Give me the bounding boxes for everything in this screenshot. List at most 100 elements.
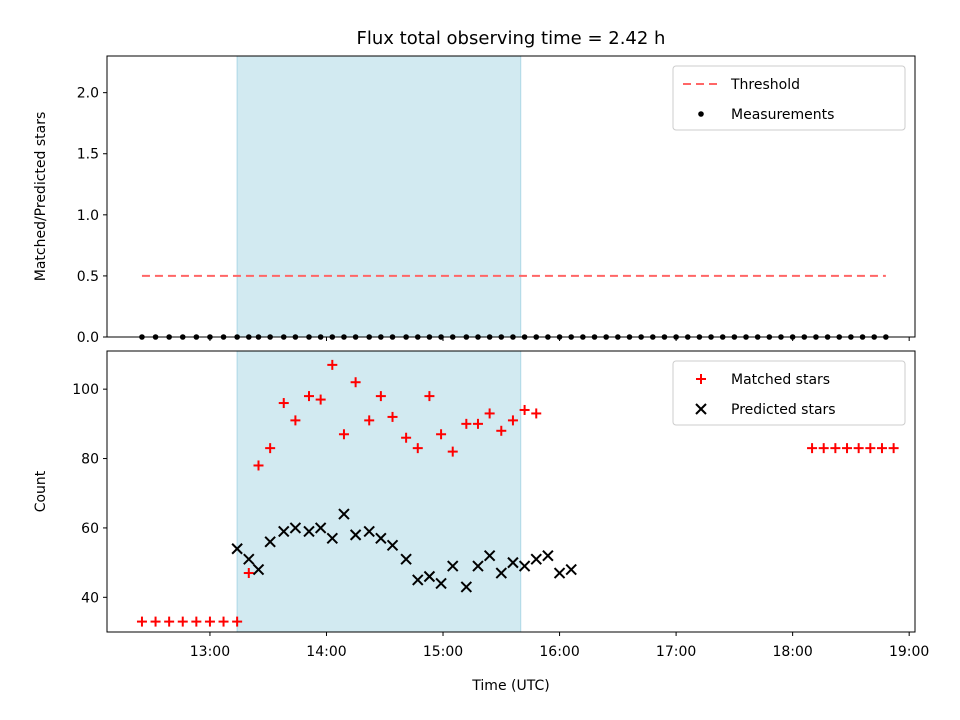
data-point: [518, 560, 531, 572]
legend-swatch: [698, 111, 704, 117]
data-point: [243, 553, 255, 565]
data-point: [264, 536, 276, 548]
y-axis-label: Count: [33, 470, 49, 512]
data-point: [412, 574, 424, 586]
data-point-b: [363, 525, 375, 538]
data-point: [519, 404, 530, 415]
y-tick-label: 100: [72, 382, 99, 398]
data-point: [496, 425, 507, 436]
x-tick-label: 16:00: [539, 644, 579, 660]
data-point-b: [483, 549, 496, 562]
data-point: [204, 616, 215, 627]
data-point-b: [386, 539, 399, 551]
x-tick-label: 14:00: [306, 644, 346, 660]
data-point: [400, 553, 412, 565]
data-point: [565, 563, 577, 576]
data-point: [461, 418, 472, 429]
y-tick-label: 80: [81, 452, 99, 468]
data-point: [865, 443, 876, 454]
data-point-b: [314, 522, 327, 534]
chart-panel-2: Count Time (UTC) 40 60 80 100 13:00 14:00 15:00 1…: [33, 350, 929, 694]
data-point: [412, 443, 423, 454]
data-point-b: [472, 560, 484, 572]
y-tick-label: 0.0: [77, 330, 99, 346]
y-tick-label: 0.5: [77, 269, 99, 285]
data-point: [447, 560, 459, 572]
data-point: [338, 508, 350, 520]
data-point-b: [243, 553, 255, 565]
data-point: [436, 429, 447, 440]
data-point-b: [303, 525, 315, 538]
x-tick-label: 17:00: [656, 644, 696, 660]
data-point: [191, 616, 202, 627]
data-point: [553, 567, 566, 579]
data-point-b: [565, 563, 577, 576]
data-point-b: [412, 574, 424, 586]
x-tick-label: 13:00: [190, 644, 230, 660]
legend-label: Threshold: [730, 77, 800, 93]
data-point: [364, 415, 375, 426]
data-point-b: [338, 508, 350, 520]
chart-title: Flux total observing time = 2.42 h: [357, 28, 666, 49]
data-point: [472, 560, 484, 572]
legend-swatch-b: [695, 403, 707, 415]
y-tick-label: 60: [81, 521, 99, 537]
data-point: [483, 549, 496, 562]
data-point-b: [423, 570, 436, 583]
data-point: [338, 429, 349, 440]
data-point-b: [231, 543, 243, 555]
data-point: [265, 443, 276, 454]
data-point: [507, 415, 518, 426]
data-point-b: [530, 553, 542, 565]
data-point: [231, 543, 243, 555]
data-point: [460, 581, 473, 593]
data-point: [830, 443, 841, 454]
data-point: [315, 394, 326, 405]
data-point: [375, 532, 387, 545]
x-tick-label: 18:00: [772, 644, 812, 660]
legend: Threshold Measurements: [672, 65, 906, 131]
data-point: [136, 616, 147, 627]
data-point: [876, 443, 887, 454]
y-tick-label: 2.0: [77, 86, 99, 102]
data-point-b: [447, 560, 459, 572]
data-point: [423, 570, 436, 583]
y-tick-label: 1.5: [77, 147, 99, 163]
data-point-b: [264, 536, 276, 548]
shaded-region: [236, 350, 522, 633]
data-point-b: [278, 525, 290, 538]
x-axis-label: Time (UTC): [471, 678, 549, 694]
data-point: [435, 577, 447, 590]
data-point-b: [460, 581, 473, 593]
data-point-b: [518, 560, 531, 572]
data-point: [326, 532, 339, 545]
data-point-b: [435, 577, 447, 590]
data-point: [507, 556, 519, 569]
plot-frame: [106, 55, 916, 338]
data-point: [327, 359, 338, 370]
data-point: [278, 525, 290, 538]
data-point-b: [507, 556, 519, 569]
data-point: [375, 391, 386, 402]
y-tick-label: 1.0: [77, 208, 99, 224]
data-point: [853, 443, 864, 454]
data-point: [278, 398, 289, 409]
data-point: [218, 616, 229, 627]
legend-label: Matched stars: [731, 372, 830, 388]
legend-label: Predicted stars: [731, 402, 836, 418]
data-point: [424, 391, 435, 402]
data-point: [252, 563, 265, 576]
data-point: [303, 525, 315, 538]
data-point: [150, 616, 161, 627]
data-point: [290, 415, 301, 426]
data-point: [447, 446, 458, 457]
data-point: [842, 443, 853, 454]
data-point: [472, 418, 483, 429]
plot-frame: [106, 350, 916, 633]
data-point: [314, 522, 327, 534]
legend-swatch: [695, 403, 707, 415]
data-point-b: [289, 522, 302, 534]
data-point-b: [326, 532, 339, 545]
legend: Matched stars Predicted stars: [672, 360, 906, 426]
